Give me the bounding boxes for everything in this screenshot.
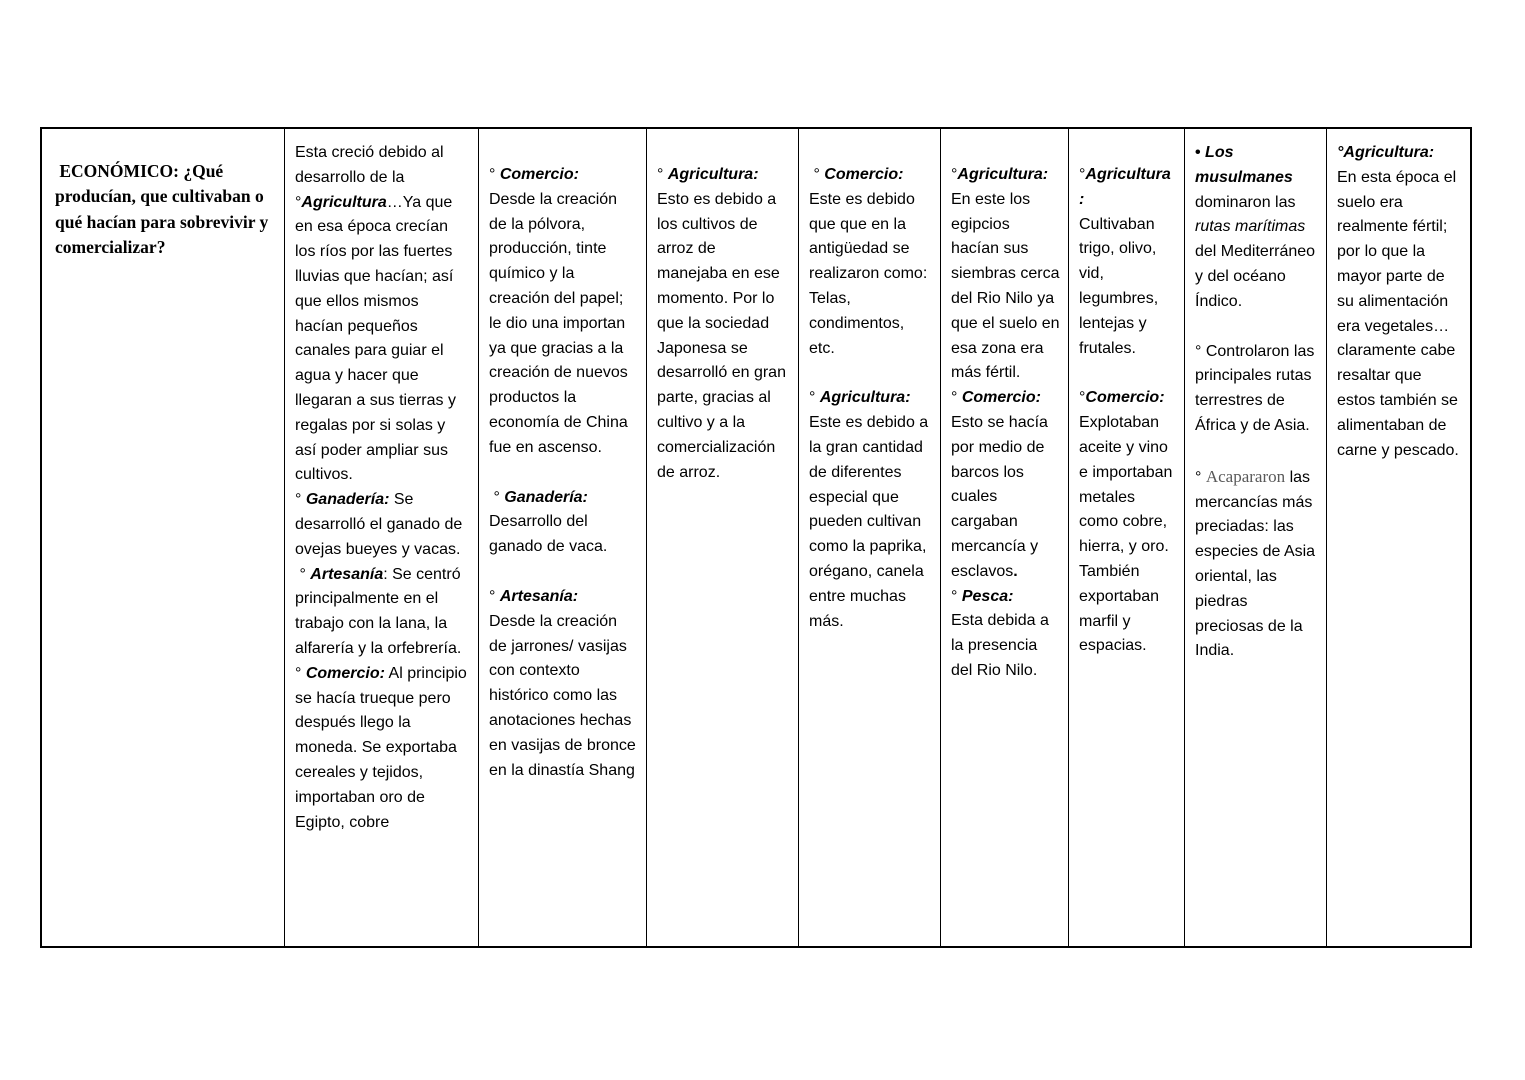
text-run: ° (1079, 389, 1086, 407)
text-run: Ganadería: (504, 488, 588, 506)
paragraph: ° Comercio: Este es debido que que en la… (809, 163, 932, 361)
content-cell-1: Esta creció debido al desarrollo de la °… (285, 129, 479, 946)
paragraph: ° Agricultura: Este es debido a la gran … (809, 386, 932, 634)
text-run: Esta debida a la presencia del Rio Nilo. (951, 612, 1049, 679)
text-run: Agricultura: (957, 166, 1049, 183)
content-cell-4: ° Comercio: Este es debido que que en la… (799, 129, 941, 946)
paragraph: ° Comercio: Esto se hacía por medio de b… (951, 386, 1060, 584)
text-run: En este los egipcios hacían sus siembras… (951, 190, 1060, 382)
text-run: Desde la creación de la pólvora, producc… (489, 190, 628, 456)
paragraph: °Agricultura: En esta época el suelo era… (1337, 141, 1462, 463)
text-run: ECONÓMICO: ¿Qué producían, que cultivaba… (55, 161, 273, 258)
text-run: ° (809, 389, 820, 407)
text-run: ° (295, 565, 311, 583)
text-run: ° (951, 389, 962, 407)
text-run: Pesca: (961, 587, 1014, 605)
paragraph: ° Acapararon las mercancías más preciada… (1195, 464, 1318, 664)
text-run: rutas marítimas (1195, 218, 1306, 236)
text-run: Al principio se hacía trueque pero despu… (295, 664, 472, 831)
text-run: ° (951, 587, 962, 605)
text-run: ° (489, 587, 500, 605)
content-cell-2: ° Comercio: Desde la creación de la pólv… (479, 129, 647, 946)
economics-table: ECONÓMICO: ¿Qué producían, que cultivaba… (40, 127, 1472, 948)
text-run: Agricultura: (1079, 166, 1171, 208)
text-run: ° (295, 664, 306, 682)
text-run: Se desarrolló el ganado de ovejas bueyes… (295, 491, 467, 558)
text-run: Comercio: (305, 664, 385, 682)
paragraph: ° Agricultura: Esto es debido a los cult… (657, 163, 790, 485)
text-run: ° (489, 166, 500, 183)
paragraph: Esta creció debido al desarrollo de la °… (295, 141, 470, 488)
text-run: ° (657, 166, 668, 183)
text-run: Explotaban aceite y vino e importaban me… (1079, 414, 1173, 655)
text-run: Acapararon (1205, 466, 1286, 486)
text-run: …Ya que en esa época crecían los ríos po… (295, 193, 461, 484)
text-run: Ganadería: (305, 491, 390, 509)
paragraph: ° Artesanía: Se centró principalmente en… (295, 563, 470, 662)
paragraph: ° Ganadería: Desarrollo del ganado de va… (489, 486, 638, 560)
content-cell-7: • Los musulmanes dominaron las rutas mar… (1185, 129, 1327, 946)
text-run: Artesanía: (499, 587, 579, 605)
paragraph: °Comercio: Explotaban aceite y vino e im… (1079, 386, 1176, 659)
content-cell-8: °Agricultura: En esta época el suelo era… (1327, 129, 1470, 946)
paragraph: • Los musulmanes dominaron las rutas mar… (1195, 141, 1318, 315)
text-run: Este es debido que que en la antigüedad … (809, 190, 928, 357)
text-run: Agricultura: (667, 166, 759, 183)
text-run: Comercio: (824, 166, 904, 183)
text-run: En esta época el suelo era realmente fér… (1337, 168, 1459, 459)
text-run: Esto es debido a los cultivos de arroz d… (657, 190, 786, 481)
text-run: las mercancías más preciadas: las especi… (1195, 468, 1320, 660)
text-run: Comercio: (961, 389, 1041, 407)
content-cell-3: ° Agricultura: Esto es debido a los cult… (647, 129, 799, 946)
paragraph: ° Artesanía: Desde la creación de jarron… (489, 585, 638, 783)
paragraph: ECONÓMICO: ¿Qué producían, que cultivaba… (55, 159, 272, 261)
paragraph: °Agricultura: En este los egipcios hacía… (951, 163, 1060, 386)
text-run: ° (809, 166, 825, 183)
text-run: del Mediterráneo y del océano Índico. (1195, 218, 1320, 310)
text-run: dominaron las (1195, 168, 1300, 211)
economico-question-header-cell: ECONÓMICO: ¿Qué producían, que cultivaba… (42, 129, 285, 946)
text-run: Comercio: (1085, 389, 1165, 407)
text-run: Esto se hacía por medio de barcos los cu… (951, 413, 1048, 580)
text-run: Esta creció debido al desarrollo de la ° (295, 144, 448, 211)
text-run: ° (951, 166, 958, 183)
content-cell-6: °Agricultura: Cultivaban trigo, olivo, v… (1069, 129, 1185, 946)
paragraph: ° Comercio: Al principio se hacía truequ… (295, 662, 470, 836)
text-run: ° (1079, 166, 1086, 183)
text-run: Agricultura (301, 193, 387, 211)
paragraph: ° Pesca: Esta debida a la presencia del … (951, 585, 1060, 684)
text-run: Cultivaban trigo, olivo, vid, legumbres,… (1079, 215, 1159, 357)
paragraph: ° Ganadería: Se desarrolló el ganado de … (295, 488, 470, 562)
paragraph: ° Comercio: Desde la creación de la pólv… (489, 163, 638, 461)
text-run: Comercio: (499, 166, 579, 183)
text-run: ° Controlaron las principales rutas terr… (1195, 342, 1319, 434)
text-run: °Agricultura: (1337, 144, 1435, 161)
text-run: Desarrollo del ganado de vaca. (489, 513, 608, 556)
text-run: Desde la creación de jarrones/ vasijas c… (489, 612, 636, 779)
text-run: ° (489, 488, 505, 506)
text-run: : Se centró principalmente en el trabajo… (295, 565, 466, 657)
text-run: Este es debido a la gran cantidad de dif… (809, 414, 929, 630)
text-run: Artesanía (310, 565, 384, 583)
paragraph: ° Controlaron las principales rutas terr… (1195, 340, 1318, 439)
text-run: ° (295, 491, 306, 509)
text-run: • (1195, 144, 1206, 161)
paragraph: °Agricultura: Cultivaban trigo, olivo, v… (1079, 163, 1176, 361)
content-cell-5: °Agricultura: En este los egipcios hacía… (941, 129, 1069, 946)
text-run: ° (1195, 468, 1206, 486)
text-run: Agricultura: (819, 389, 911, 407)
text-run: . (1013, 562, 1018, 580)
text-run: Los musulmanes (1195, 144, 1293, 186)
